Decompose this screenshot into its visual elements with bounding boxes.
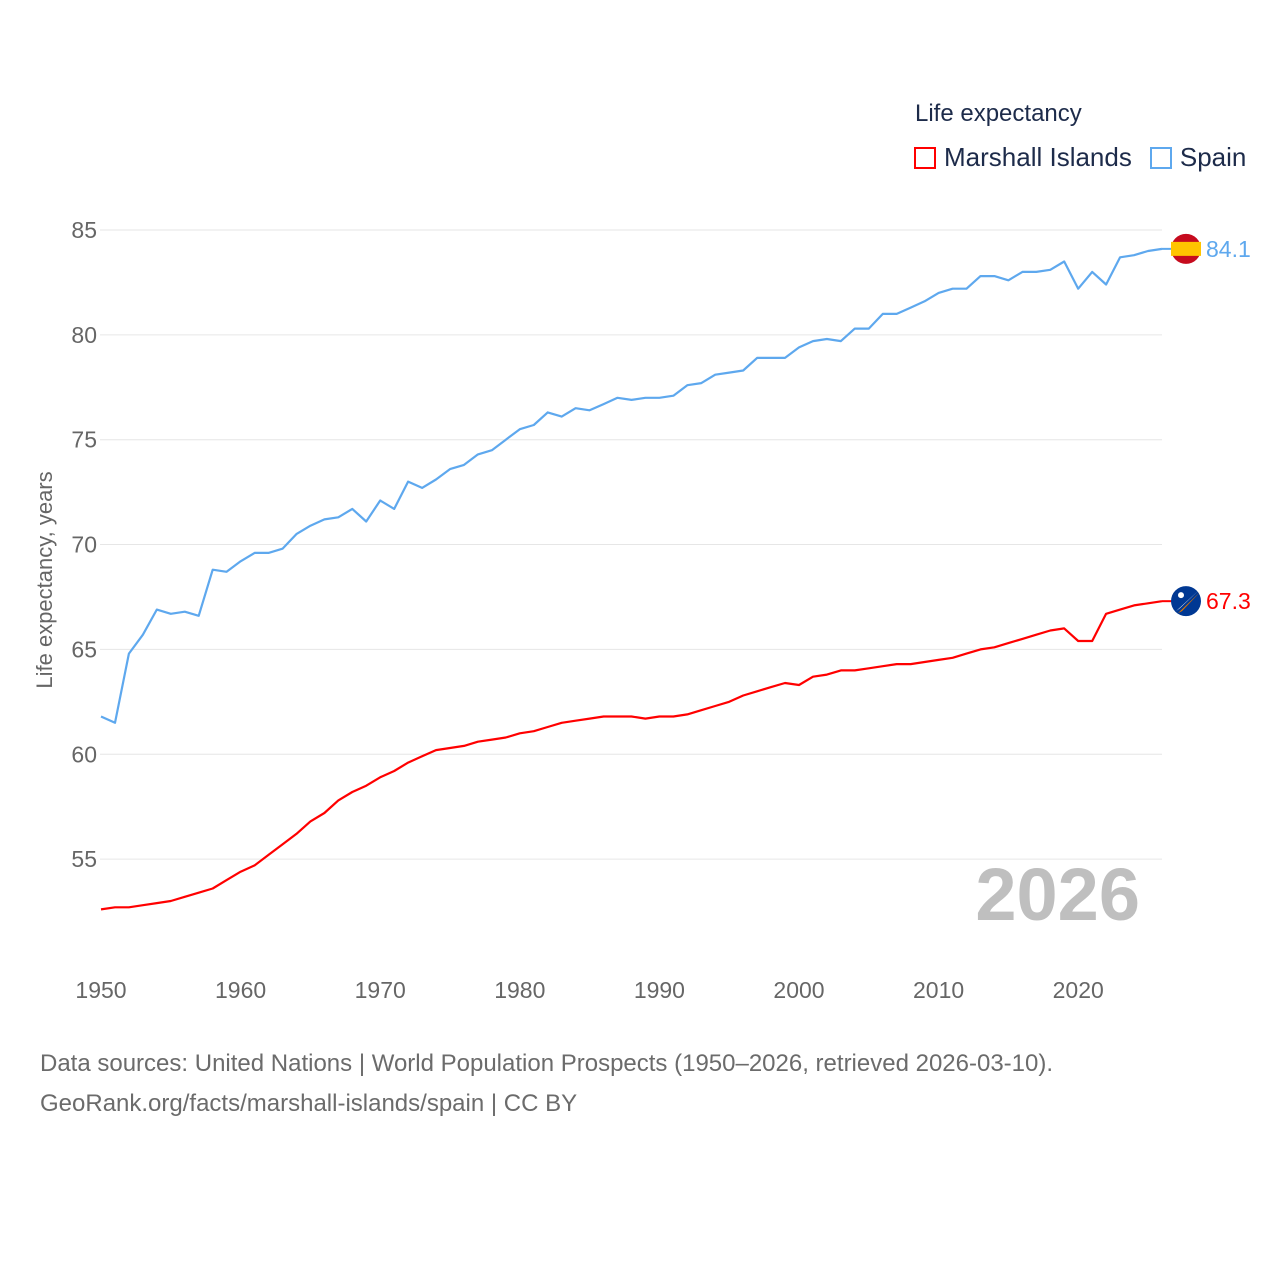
x-tick-label: 2010 xyxy=(913,977,964,1003)
x-tick-label: 1990 xyxy=(634,977,685,1003)
y-axis-label: Life expectancy, years xyxy=(32,471,57,688)
flag-star xyxy=(1178,592,1184,599)
legend: Marshall Islands Spain xyxy=(914,142,1264,173)
series-line-spain xyxy=(100,247,1163,724)
marshall-islands-flag-icon xyxy=(1171,586,1201,617)
legend-swatch xyxy=(1149,146,1172,169)
legend-label: Marshall Islands xyxy=(944,142,1132,172)
source-line: Data sources: United Nations | World Pop… xyxy=(40,1050,1054,1077)
y-tick-label: 60 xyxy=(71,741,97,767)
legend-title: Life expectancy xyxy=(915,100,1082,127)
y-tick-label: 55 xyxy=(71,846,97,872)
source-link[interactable]: GeoRank.org/facts/marshall-islands/spain… xyxy=(40,1090,578,1117)
y-tick-label: 65 xyxy=(71,636,97,662)
y-tick-label: 85 xyxy=(71,217,97,243)
legend-item-spain[interactable]: Spain xyxy=(1149,142,1247,173)
year-watermark: 2026 xyxy=(975,853,1140,936)
x-tick-label: 1980 xyxy=(494,977,545,1003)
legend-swatch xyxy=(914,146,936,169)
y-tick-label: 75 xyxy=(71,427,97,453)
x-tick-label: 1950 xyxy=(75,977,126,1003)
end-value-label: 84.1 xyxy=(1206,236,1251,262)
series-line-marshall-islands xyxy=(100,600,1163,911)
legend-label: Spain xyxy=(1179,142,1247,172)
source-note: Data sources: United Nations | World Pop… xyxy=(40,1044,1053,1124)
spain-flag-band xyxy=(1171,241,1201,256)
x-tick-label: 1960 xyxy=(215,977,266,1003)
end-value-label: 67.3 xyxy=(1206,588,1251,614)
x-tick-label: 2020 xyxy=(1053,977,1104,1003)
legend-item-marshall-islands[interactable]: Marshall Islands xyxy=(914,142,1132,173)
y-tick-label: 70 xyxy=(71,532,97,558)
x-tick-label: 2000 xyxy=(773,977,824,1003)
y-tick-label: 80 xyxy=(71,322,97,348)
flag-stripe-white xyxy=(1176,590,1199,612)
flag-stripe-orange xyxy=(1178,592,1200,614)
x-tick-label: 1970 xyxy=(355,977,406,1003)
